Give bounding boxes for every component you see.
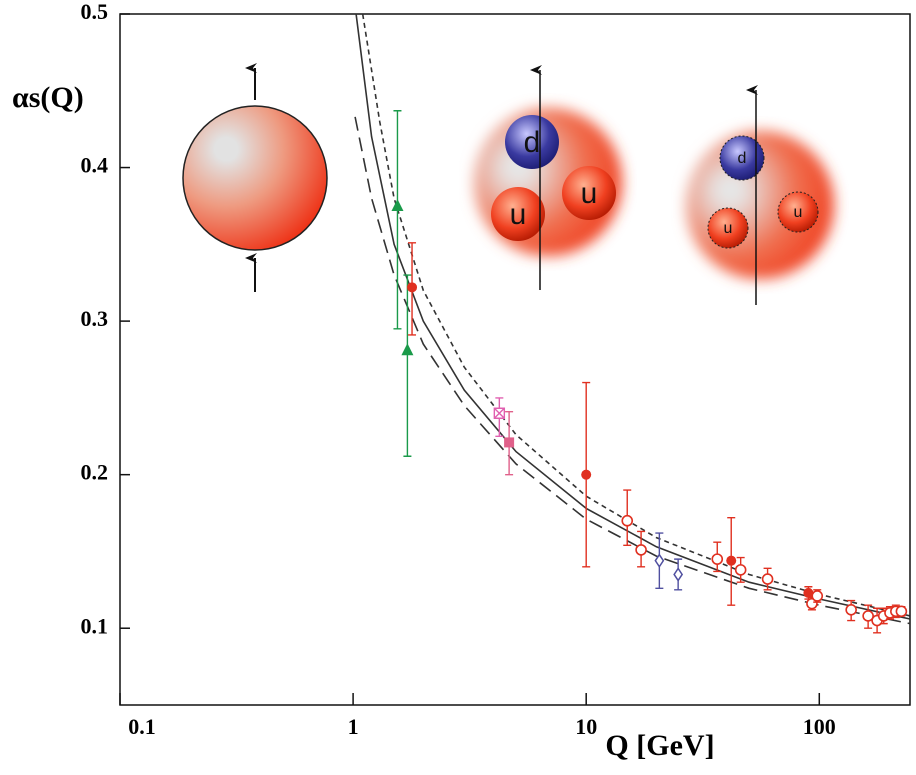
y-tick-label: 0.1 [81,613,109,638]
quark-u [707,207,749,249]
data-point [711,553,724,565]
quark-d [505,115,559,169]
proton-sphere [182,105,328,251]
data-point [504,437,515,448]
quark-u [491,187,545,241]
data-point [895,605,908,618]
quark-label: u [581,177,598,210]
quark-u [777,191,819,233]
x-tick-label: 0.1 [128,714,156,739]
data-point [845,603,857,616]
y-tick-label: 0.2 [81,460,109,485]
y-axis-label: αs(Q) [12,81,84,114]
data-point [654,553,665,569]
quark-u [562,166,616,220]
theory-curve [354,116,911,625]
error-bar [393,110,402,330]
quark-label: u [510,198,527,231]
data-point [635,544,647,556]
data-point [734,564,747,576]
y-tick-label: 0.5 [81,0,109,24]
x-axis-label: Q [GeV] [605,729,714,762]
theory-curve [361,13,911,617]
data-point [401,343,414,356]
data-point [803,587,814,598]
x-tick-label: 1 [348,714,359,739]
quark-label: d [524,126,541,159]
y-tick-label: 0.4 [81,153,109,178]
data-point [493,407,506,419]
quark-d [719,135,765,181]
plot-frame [119,13,911,706]
data-point [407,282,418,293]
data-point [673,567,684,582]
data-point [862,610,874,622]
data-point [581,469,592,480]
illustrations: d u u d u u [182,63,834,305]
y-tick-label: 0.3 [81,306,109,331]
data-point [761,573,774,585]
data-point [811,590,824,602]
quark-label: u [794,204,803,221]
data-point [726,555,737,566]
data-point [621,514,634,527]
x-tick-label: 10 [575,714,597,739]
error-bar [403,274,412,457]
quark-label: u [724,220,733,237]
theory-curve [355,13,911,620]
data-point [391,198,404,211]
x-tick-label: 100 [803,714,836,739]
data-point [806,597,818,610]
quark-label: d [738,150,747,167]
